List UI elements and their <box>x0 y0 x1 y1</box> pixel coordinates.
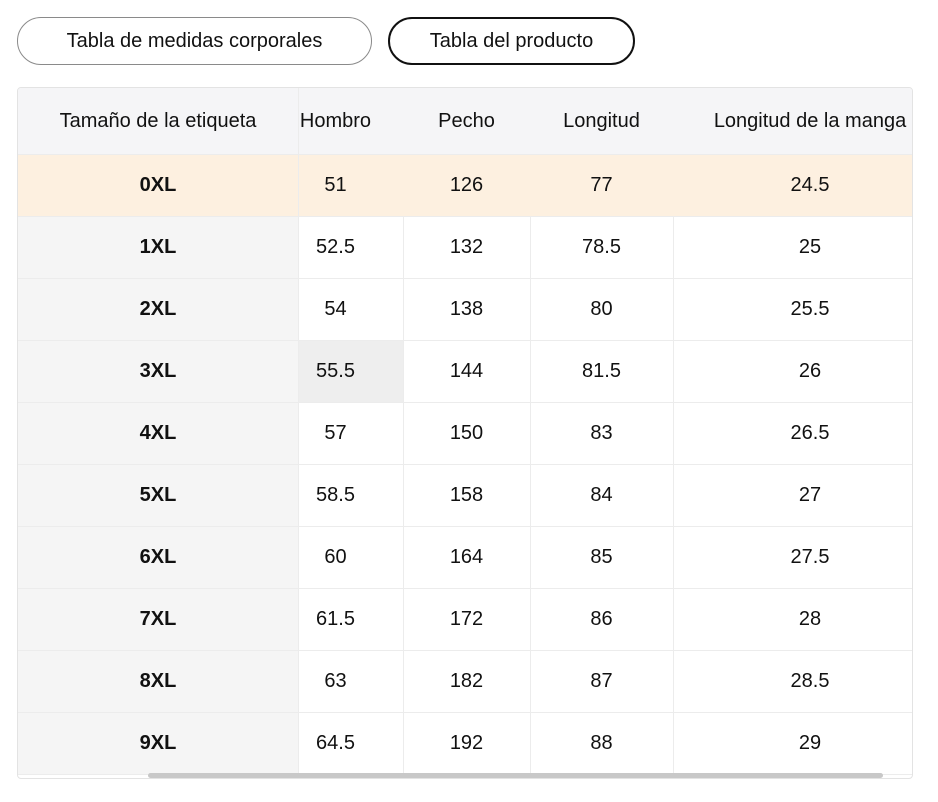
size-label: 8XL <box>18 651 299 713</box>
measurement-cell: 85 <box>530 527 674 589</box>
measurement-cell: 25 <box>673 217 912 279</box>
measurement-cell: 78.5 <box>530 217 674 279</box>
size-label: 0XL <box>18 155 299 217</box>
size-label: 2XL <box>18 279 299 341</box>
measurement-cell: 88 <box>530 713 674 775</box>
measurement-cell: 158 <box>403 465 531 527</box>
measurement-cell: 83 <box>530 403 674 465</box>
measurement-cell: 63 <box>268 651 404 713</box>
column-header: Pecho <box>403 88 531 155</box>
measurement-cell: 77 <box>530 155 674 217</box>
measurement-cell: 60 <box>268 527 404 589</box>
measurement-cell: 182 <box>403 651 531 713</box>
measurement-cell: 28.5 <box>673 651 912 713</box>
measurement-cell: 132 <box>403 217 531 279</box>
measurement-cell: 126 <box>403 155 531 217</box>
measurement-cell: 144 <box>403 341 531 403</box>
measurement-cell: 28 <box>673 589 912 651</box>
column-header: Longitud <box>530 88 674 155</box>
measurement-cell: 57 <box>268 403 404 465</box>
measurement-cell: 86 <box>530 589 674 651</box>
measurement-cell: 27.5 <box>673 527 912 589</box>
horizontal-scrollbar[interactable] <box>148 773 883 778</box>
tab-body-measurements[interactable]: Tabla de medidas corporales <box>17 17 372 65</box>
measurement-cell: 192 <box>403 713 531 775</box>
measurement-cell: 29 <box>673 713 912 775</box>
column-header: Tamaño de la etiqueta <box>18 88 299 155</box>
size-table: Tamaño de la etiqueta Hombro Pecho Longitud… <box>17 87 913 779</box>
column-header: Longitud de la manga <box>673 88 912 155</box>
measurement-cell: 87 <box>530 651 674 713</box>
measurement-cell: 80 <box>530 279 674 341</box>
measurement-cell: 84 <box>530 465 674 527</box>
size-label: 6XL <box>18 527 299 589</box>
measurement-cell: 54 <box>268 279 404 341</box>
measurement-cell: 164 <box>403 527 531 589</box>
measurement-cell: 61.5 <box>268 589 404 651</box>
measurement-cell: 172 <box>403 589 531 651</box>
measurement-cell: 81.5 <box>530 341 674 403</box>
measurement-cell: 138 <box>403 279 531 341</box>
size-label: 9XL <box>18 713 299 775</box>
tab-product-measurements[interactable]: Tabla del producto <box>388 17 635 65</box>
measurement-cell: 25.5 <box>673 279 912 341</box>
size-label: 3XL <box>18 341 299 403</box>
measurement-cell: 24.5 <box>673 155 912 217</box>
measurement-cell: 26.5 <box>673 403 912 465</box>
measurement-cell: 52.5 <box>268 217 404 279</box>
measurement-cell: 27 <box>673 465 912 527</box>
size-label: 7XL <box>18 589 299 651</box>
size-label: 5XL <box>18 465 299 527</box>
size-label: 4XL <box>18 403 299 465</box>
measurement-cell: 58.5 <box>268 465 404 527</box>
measurement-cell: 26 <box>673 341 912 403</box>
measurement-cell: 150 <box>403 403 531 465</box>
size-label: 1XL <box>18 217 299 279</box>
